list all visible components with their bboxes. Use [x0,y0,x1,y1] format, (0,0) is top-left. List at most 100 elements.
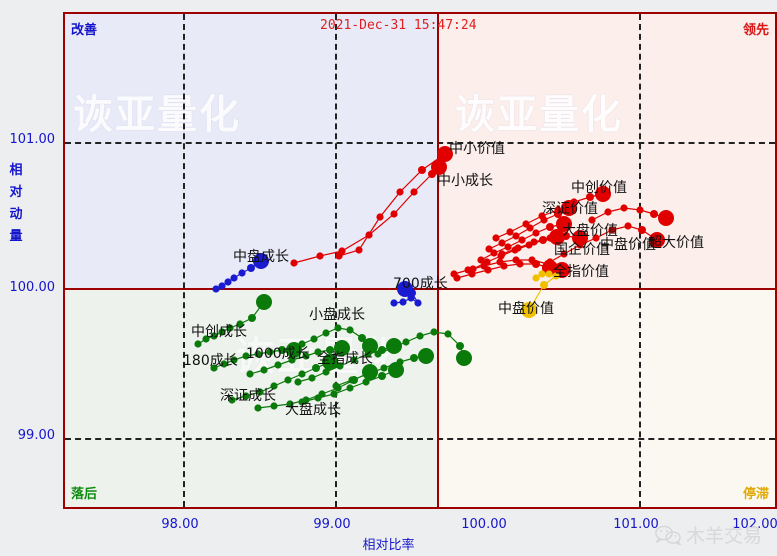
quadrant-improving [65,14,438,288]
series-head-point [322,354,338,370]
y-tick-100: 100.00 [9,280,56,295]
series-tail-point [402,338,410,346]
series-tail-point [350,376,358,384]
series-tail-point [290,259,298,267]
series-tail-point [492,234,500,242]
series-tail-point [212,285,220,293]
series-tail-point [512,256,520,264]
series-label: 全指价值 [553,264,609,280]
series-tail-point [560,250,568,258]
series-tail-point [490,249,498,257]
series-label: 180成长 [183,353,238,369]
series-tail-point [380,364,388,372]
x-tick-98: 98.00 [161,517,199,532]
series-tail-point [364,350,372,358]
series-tail-point [322,368,330,376]
series-tail-point [418,166,426,174]
series-head-point [595,186,611,202]
series-head-point [386,338,402,354]
y-axis-title-char-4: 量 [9,229,23,244]
series-tail-point [480,262,488,270]
series-tail-point [294,378,302,386]
gridline-x-99 [335,14,337,507]
quadrant-leading [437,14,775,288]
series-tail-point [620,204,628,212]
series-tail-point [592,234,600,242]
series-tail-point [218,328,226,336]
quadrant-label-leading: 领先 [742,23,769,38]
series-tail-point [430,328,438,336]
series-plot [194,146,674,412]
series-head-point [431,159,447,175]
series-head-point [561,200,577,216]
series-tail-point [539,236,547,244]
series-tail-point [194,340,202,348]
y-tick-101: 101.00 [9,132,56,147]
quadrant-divider-horizontal [65,287,775,290]
series-head-point [418,348,434,364]
series-tail-point [242,352,250,360]
series-tail-point [302,396,310,404]
series-head-point [388,362,404,378]
series-tail-point [365,231,373,239]
series-tail-point [396,188,404,196]
series-head-point [362,364,378,380]
series-tail-point [378,346,386,354]
series-tail-point [202,335,210,343]
series-tail-point [254,350,262,358]
quadrant-weakening [437,287,775,507]
series-label: 中创价值 [571,180,627,196]
series-tail-point [284,376,292,384]
series-tail-point [390,210,398,218]
gridline-y-101 [65,142,775,144]
series-label: 深证价值 [542,201,598,217]
series-tail-point [288,356,296,364]
series-tail-point [220,360,228,368]
series-head-point [658,210,674,226]
series-head-point [362,338,378,354]
series-label: 大盘成长 [285,402,341,418]
series-label: 全指成长 [317,351,373,367]
series-tail-point [608,226,616,234]
series-tail-point [444,330,452,338]
series-tail-point [308,374,316,382]
series-tail-point [210,364,218,372]
series-tail-point [224,278,232,286]
y-tick-99: 99.00 [17,428,55,443]
series-tail-point [248,314,256,322]
series-tail-point [286,400,294,408]
series-tail-point [226,324,234,332]
series-tail-point [330,390,338,398]
x-axis-title: 相对比率 [362,538,415,553]
series-label: 国企价值 [554,242,610,258]
series-label: 深证成长 [220,388,276,404]
gridline-x-101 [639,14,641,507]
brand-watermark: 木羊交易 [655,521,762,548]
series-tail-point [260,366,268,374]
series-label: 超大价值 [648,235,704,251]
series-tail-point [485,245,493,253]
series-tail-point [362,378,370,386]
series-tail-point [504,243,512,251]
quadrant-label-improving: 改善 [71,23,98,38]
series-head-point [649,232,665,248]
series-tail-point [242,392,250,400]
gridline-x-98 [183,14,185,507]
quadrant-label-weakening: 停滞 [742,487,769,502]
series-tail-point [236,320,244,328]
series-tail-point [230,274,238,282]
series-tail-point [376,213,384,221]
series-tail-point [538,270,546,278]
series-head-point [521,302,537,318]
series-tail-point [496,258,504,266]
series-label: 中创成长 [191,324,247,340]
series-tail-point [477,256,485,264]
series-line [338,153,446,257]
x-tick-101: 101.00 [613,517,659,532]
x-tick-99: 99.00 [313,517,351,532]
series-tail-point [302,352,310,360]
series-tail-point [246,370,254,378]
y-axis-title-char-1: 相 [9,163,23,178]
series-tail-point [604,208,612,216]
